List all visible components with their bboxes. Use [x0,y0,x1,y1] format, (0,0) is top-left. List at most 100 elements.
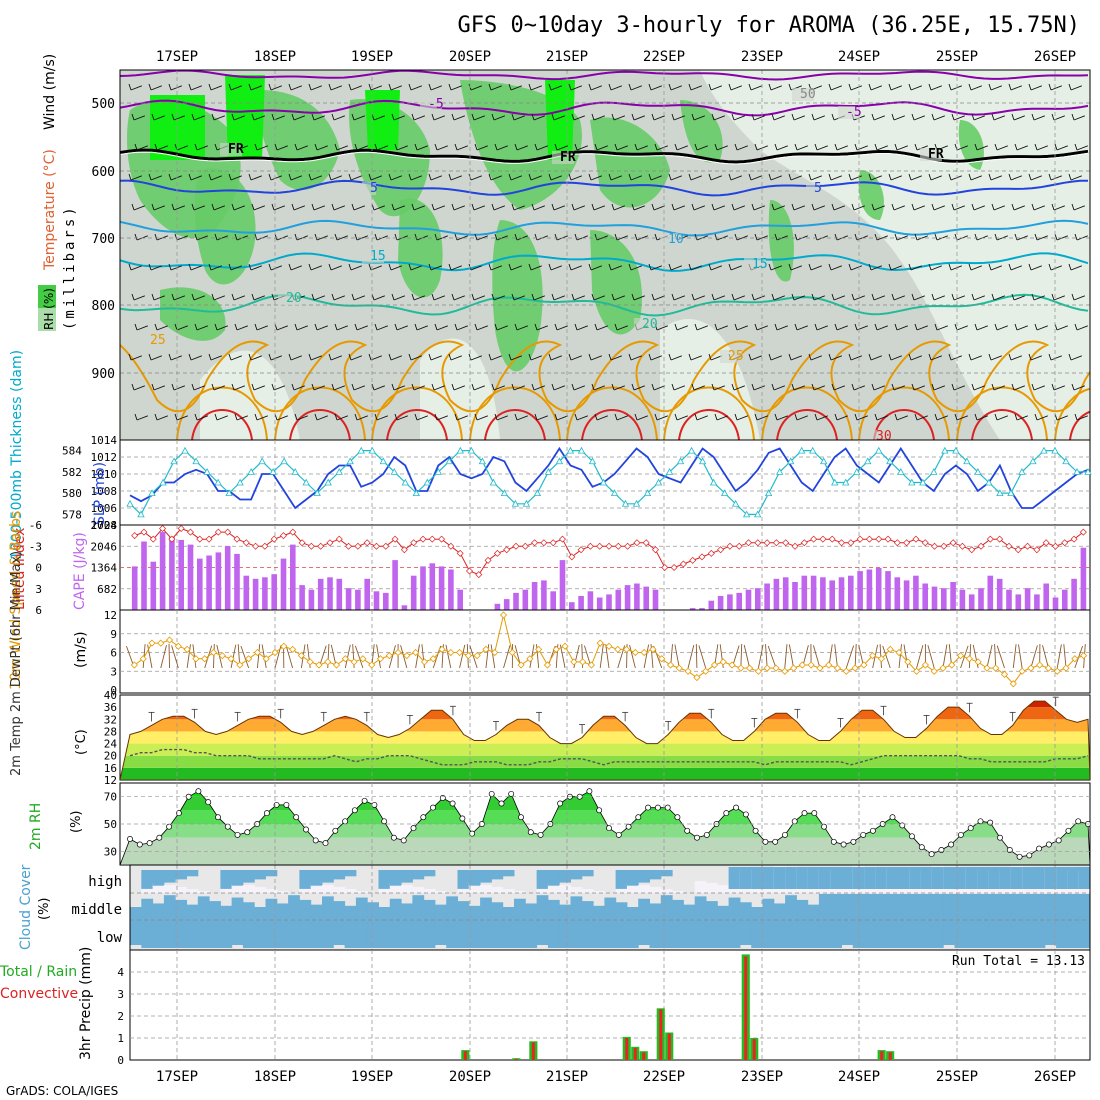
wind-barb [176,325,188,331]
wind10m-marker [895,648,903,657]
wind-barb-flag [711,293,715,301]
lifted-index-marker [307,542,315,550]
wind-barb-flag [594,143,598,151]
cape-tick: 2046 [91,540,118,553]
wind-barb-flag [448,83,452,91]
rh-saturated-region [150,95,205,160]
wind-barb [790,355,802,361]
cloud-low-block [694,920,707,948]
thickness-marker [996,489,1004,497]
cloud-low-block [412,920,425,948]
wind-barb-flag [1068,83,1072,91]
lifted-index-marker [763,539,771,547]
rh2m-tick: 30 [104,845,117,858]
wind-barb-flag [588,173,592,181]
cape-bar [559,560,566,610]
wind10m-marker [807,661,815,669]
wind-barb [713,385,725,391]
wind-barb-flag [414,413,418,421]
wind-barb [633,115,645,121]
contour-neg10 [120,70,1089,81]
wind-barb-flag [351,293,355,301]
wind-barb [250,265,262,271]
wind-barb [1050,265,1062,271]
lifted-index-marker [1005,542,1013,550]
wind10m-marker [201,655,209,663]
cloud-middle-block [254,907,266,920]
wind-barb-flag [334,143,338,151]
wind-barb [173,385,185,391]
wind-barb [516,145,528,151]
cape-bar [996,578,1003,610]
wind-barb-flag [931,203,935,211]
cape-bar [262,577,268,610]
wind-barb [196,325,208,331]
wind-barb [476,235,488,241]
wind-barb [1033,115,1045,121]
wind-barb-flag [348,173,352,181]
lifted-index-marker [559,535,566,543]
wind-barb [410,355,422,361]
thickness-marker [919,478,927,486]
rh2m-marker [410,825,417,832]
wind-barb-flag [268,353,272,361]
wind-barb-flag [491,113,495,121]
wind-barb [530,85,542,91]
lifted-index-marker [661,564,669,571]
thickness-marker [875,446,883,454]
cloud-middle-block [276,903,289,920]
wind10m-marker [728,661,736,669]
wind-barb-flag [528,263,532,271]
wind-barb [1053,295,1065,301]
rh2m-marker [293,814,300,821]
wind-barb-flag [251,383,255,391]
wind-barb [470,85,482,91]
lifted-index-marker [772,539,780,547]
wind-barb-flag [968,83,972,91]
wind-barb-flag [854,233,858,241]
cloud-low-block [931,920,944,948]
cloud-low-block [446,920,458,948]
wind-barb [610,175,622,181]
rh-shading [127,70,1090,440]
wind10m-barb [256,644,261,669]
rh2m-marker [166,823,173,830]
wind10m-marker [438,645,446,653]
wind-barb [633,385,645,391]
wind-barb [873,295,885,301]
wind-barb [496,325,508,331]
thickness-marker [842,478,850,486]
wind-barb-flag [814,323,818,331]
temp2m-tick: 28 [104,725,117,738]
wind-barb [350,175,362,181]
cloud-high-block [412,887,425,893]
wind10m-marker [640,648,648,657]
rh2m-marker [938,847,945,853]
lifted-index-label: Lifted Index [12,528,28,610]
wind-barb-flag [568,353,572,361]
wind-barb [630,175,642,181]
cloud-middle-block [694,896,707,920]
rh2m-marker [1036,845,1043,852]
wind-barb-flag [294,143,298,151]
wind-barb-flag [988,353,992,361]
wind-barb [336,415,348,421]
lifted-index-marker [252,542,260,550]
cloud-low-block [254,920,266,948]
cape-bar [1015,594,1022,610]
contour-30 [191,409,253,440]
cloud-high-block-blue [818,867,831,889]
bottom-date-label: 20SEP [449,1069,491,1085]
cloud-low-block [480,920,492,948]
thickness-marker [137,510,145,518]
wind-barb-flag [828,263,832,271]
wind-barb-flag [934,323,938,331]
contour-25-hump [1054,387,1090,440]
lifted-index-marker [586,542,594,550]
wind-barb [133,385,145,391]
wind-barb-flag [291,203,295,211]
wind-barb [790,265,802,271]
wind-barb-flag [214,233,218,241]
